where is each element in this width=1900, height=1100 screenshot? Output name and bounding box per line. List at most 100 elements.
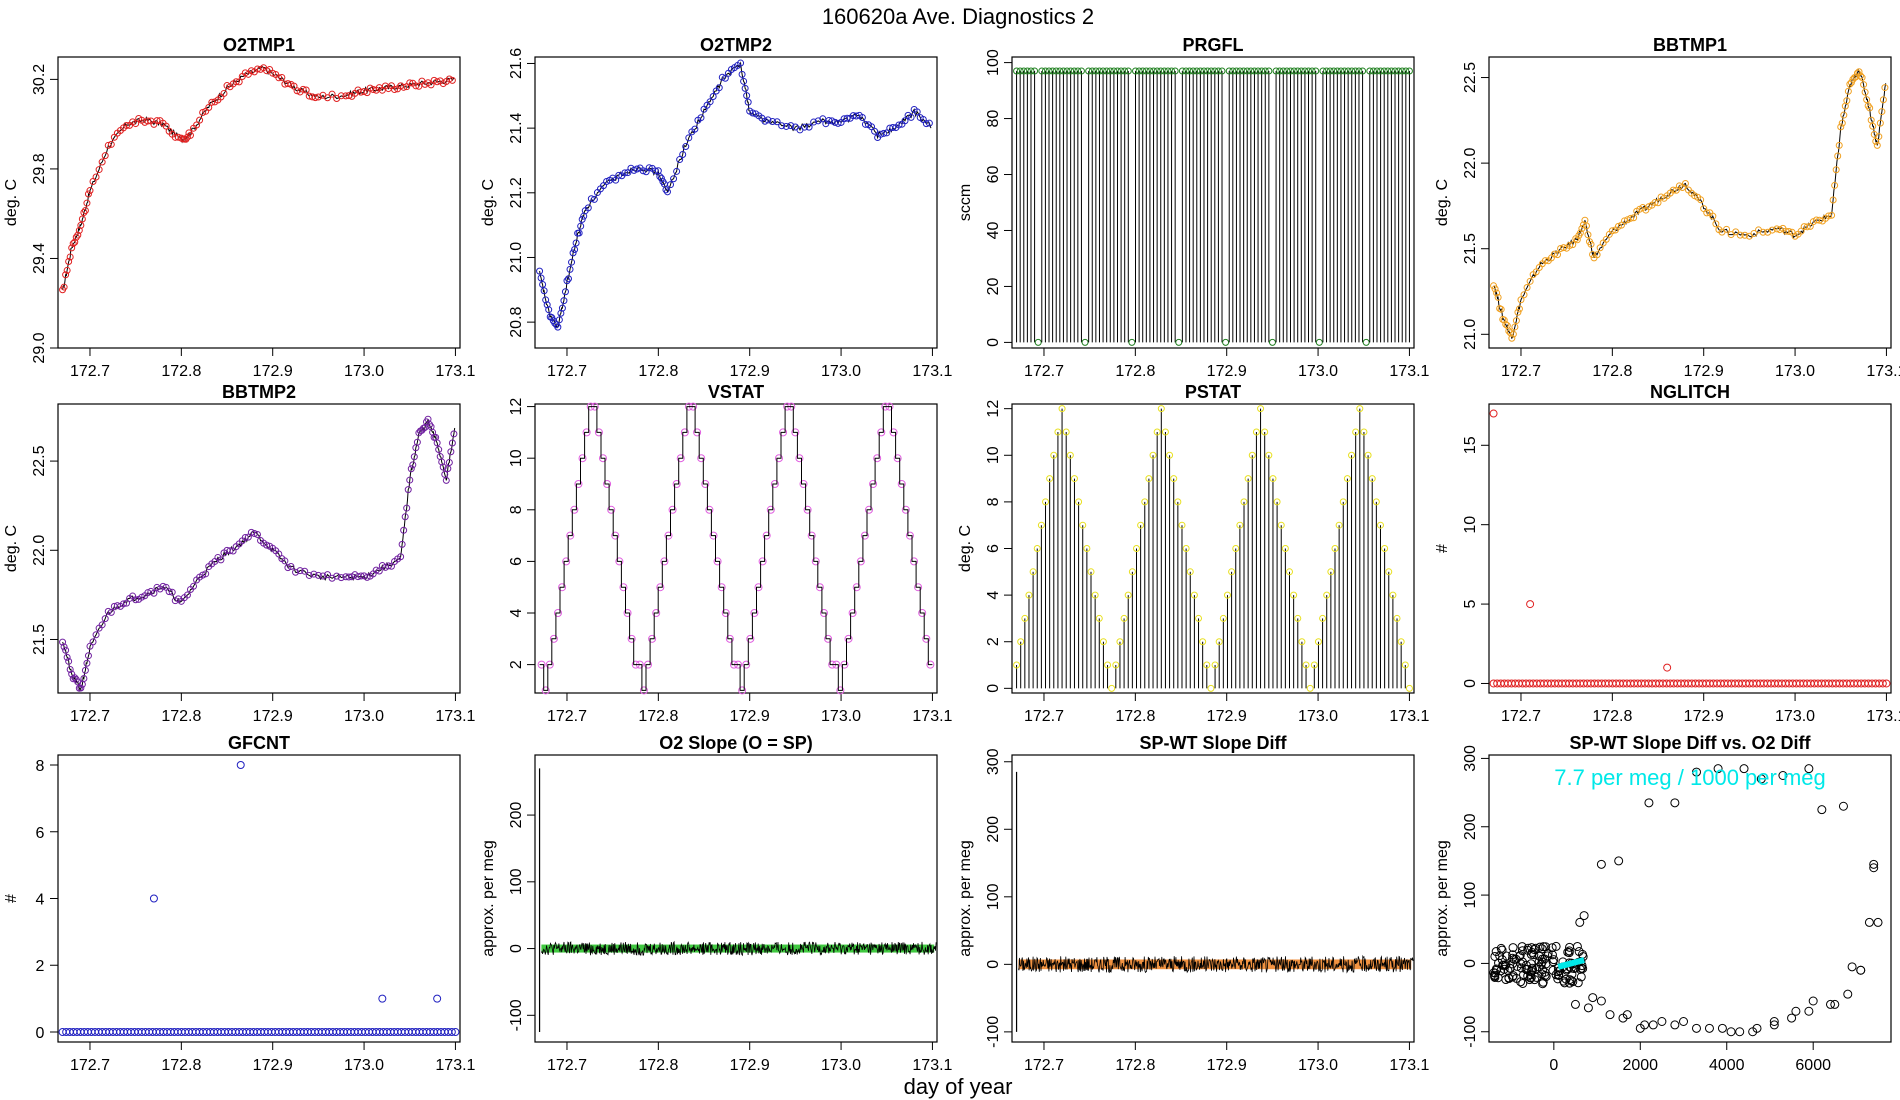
data-point: [1512, 317, 1520, 325]
data-point: [84, 652, 92, 660]
x-tick-label: 173.0: [344, 1057, 384, 1074]
data-point: [450, 430, 458, 438]
data-point: [1362, 338, 1370, 346]
data-point: [578, 454, 587, 463]
x-tick-label: 172.7: [1024, 708, 1064, 725]
data-point: [1128, 568, 1136, 576]
data-point: [1869, 122, 1877, 130]
y-tick-label: 8: [36, 758, 45, 775]
y-tick-label: 21.2: [508, 177, 525, 208]
data-point: [447, 448, 455, 456]
data-point: [1314, 638, 1322, 646]
data-point: [247, 67, 255, 75]
data-point: [913, 108, 921, 116]
data-point: [1023, 67, 1031, 75]
x-tick-label: 172.9: [1207, 708, 1247, 725]
x-tick-label: 173.1: [1866, 363, 1900, 380]
data-point: [1335, 521, 1343, 529]
data-point: [1077, 67, 1085, 75]
data-point: [296, 567, 304, 575]
data-point: [190, 582, 198, 590]
outlier-point: [433, 994, 442, 1003]
data-point: [199, 109, 207, 117]
data-point: [1691, 1023, 1701, 1033]
data-point: [1240, 67, 1248, 75]
data-point: [740, 77, 748, 85]
outlier-point: [1489, 409, 1498, 418]
data-point: [1560, 244, 1568, 252]
y-tick-label: 2: [508, 660, 525, 669]
data-point: [660, 557, 669, 566]
data-point: [217, 556, 225, 564]
data-point: [1670, 1020, 1680, 1030]
data-point: [1855, 68, 1863, 76]
cluster-point: [1508, 959, 1518, 969]
y-tick-label: 22.0: [1462, 147, 1479, 178]
cluster-point: [1528, 965, 1538, 975]
y-tick-label: 20: [985, 277, 1002, 295]
data-point: [1713, 764, 1723, 774]
data-point: [1735, 1027, 1745, 1037]
data-point: [74, 231, 82, 239]
data-point: [1575, 917, 1585, 927]
data-point: [1869, 863, 1879, 873]
data-point: [1223, 591, 1231, 599]
data-point: [1828, 211, 1836, 219]
cluster-point: [1490, 951, 1500, 961]
data-point: [555, 316, 563, 324]
plot-frame: [534, 754, 938, 1043]
data-point: [1124, 67, 1132, 75]
data-point: [275, 74, 283, 82]
data-point: [1579, 221, 1587, 229]
data-point: [92, 631, 100, 639]
data-point: [741, 84, 749, 92]
data-point: [1398, 67, 1406, 75]
data-point: [667, 181, 675, 189]
data-point: [1215, 638, 1223, 646]
data-point: [1139, 67, 1147, 75]
cluster-point: [1540, 954, 1550, 964]
chart-panel: SP-WT Slope Diff 172.7 172.8 172.9 173.0 173.…: [957, 733, 1430, 1074]
x-tick-label: 172.7: [1024, 1057, 1064, 1074]
x-tick-label: 2000: [1622, 1057, 1658, 1074]
data-point: [314, 93, 322, 101]
data-point: [1196, 67, 1204, 75]
data-point: [1876, 119, 1884, 127]
data-point: [220, 89, 228, 97]
data-point: [865, 505, 874, 514]
data-point: [574, 479, 583, 488]
data-point: [1103, 67, 1111, 75]
data-point: [1389, 591, 1397, 599]
data-point: [1070, 67, 1078, 75]
data-point: [132, 596, 140, 604]
x-tick-label: 172.7: [70, 363, 110, 380]
data-point: [1298, 638, 1306, 646]
data-point: [803, 505, 812, 514]
data-point: [83, 659, 91, 667]
y-tick-label: 80: [985, 110, 1002, 128]
data-point: [1286, 568, 1294, 576]
data-point: [910, 557, 919, 566]
data-point: [1405, 67, 1413, 75]
data-point: [645, 164, 653, 172]
data-point: [1384, 67, 1392, 75]
x-tick-label: 173.1: [1866, 708, 1900, 725]
noise-band: [541, 944, 935, 953]
cluster-point: [1497, 945, 1507, 955]
data-point: [709, 531, 718, 540]
data-point: [63, 266, 71, 274]
data-point: [1074, 67, 1082, 75]
data-point: [1691, 767, 1701, 777]
data-point: [1817, 805, 1827, 815]
data-point: [287, 562, 295, 570]
data-point: [860, 531, 869, 540]
data-point: [1085, 67, 1093, 75]
data-point: [1049, 67, 1057, 75]
x-tick-label: 173.0: [1298, 363, 1338, 380]
data-point: [1232, 67, 1240, 75]
data-point: [773, 118, 781, 126]
data-point: [1290, 591, 1298, 599]
data-point: [439, 463, 447, 471]
data-point: [1200, 67, 1208, 75]
